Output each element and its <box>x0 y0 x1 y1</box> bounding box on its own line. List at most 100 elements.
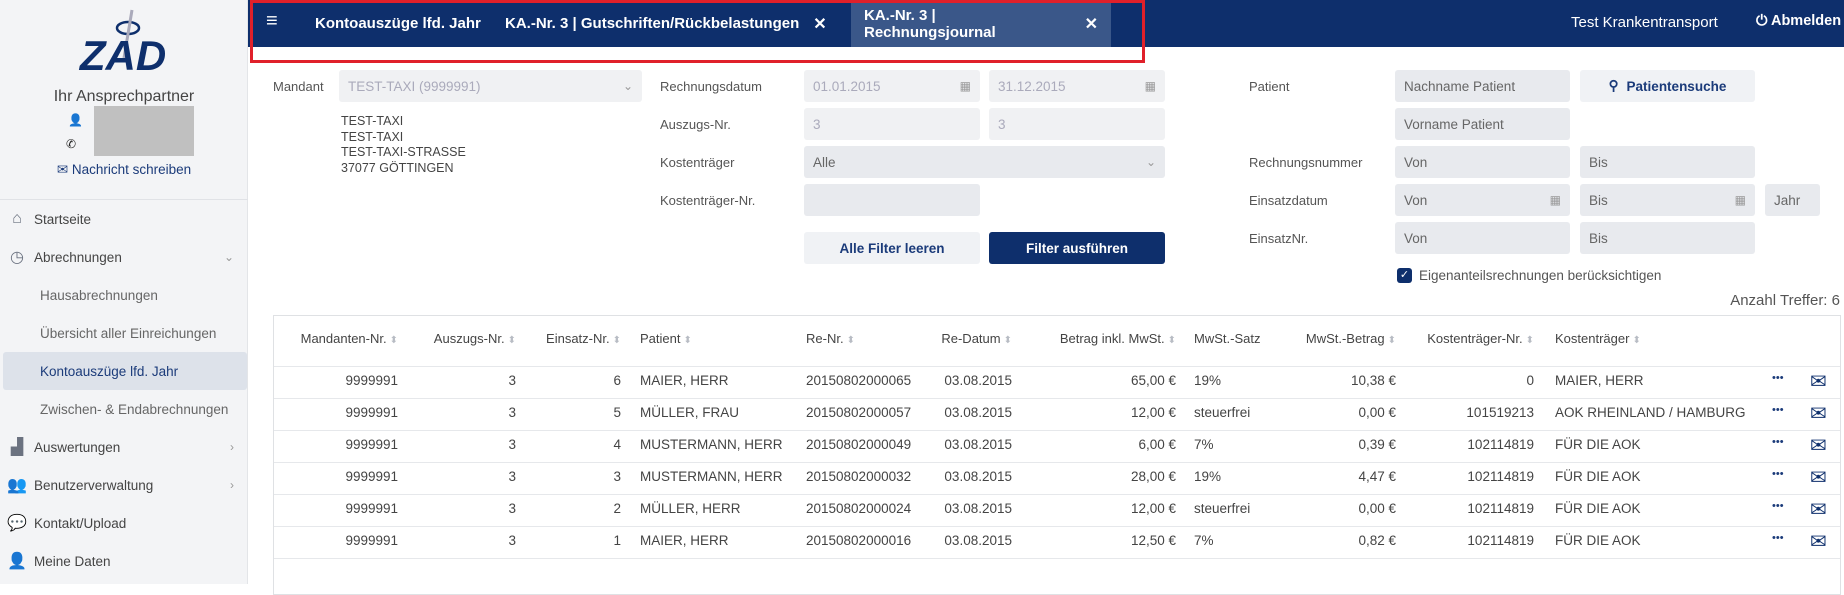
table-cell: MAIER, HERR <box>640 533 729 548</box>
nav-meine-daten[interactable]: 👤 Meine Daten <box>7 553 111 570</box>
patient-label: Patient <box>1249 79 1290 94</box>
vorname-input[interactable]: Vorname Patient <box>1395 108 1570 140</box>
column-header[interactable]: Einsatz-Nr. ⬍ <box>530 331 621 351</box>
rechnungsnummer-to[interactable]: Bis <box>1580 146 1755 178</box>
mandant-address: TEST-TAXI TEST-TAXI TEST-TAXI-STRASSE 37077… <box>341 114 466 175</box>
kostentraeger-nr-input[interactable] <box>804 184 980 216</box>
mandant-select[interactable]: TEST-TAXI (9999991) ⌄ <box>339 70 642 102</box>
sort-icon[interactable]: ⬍ <box>683 335 692 346</box>
sort-icon[interactable]: ⬍ <box>1525 335 1534 346</box>
table-cell: 03.08.2015 <box>944 533 1012 548</box>
rechnungsnummer-from[interactable]: Von <box>1395 146 1570 178</box>
rechnungsdatum-to[interactable]: 31.12.2015 ▦ <box>989 70 1165 102</box>
sort-icon[interactable]: ⬍ <box>1167 335 1176 346</box>
nav-kontoauszuege[interactable]: Kontoauszüge lfd. Jahr <box>3 352 247 390</box>
column-header-label: Auszugs-Nr. <box>433 331 505 346</box>
tab-gutschriften[interactable]: KA.-Nr. 3 | Gutschriften/Rückbelastungen… <box>505 15 827 33</box>
column-header-label: MwSt.-Betrag <box>1305 331 1385 346</box>
nachname-input[interactable]: Nachname Patient <box>1395 70 1570 102</box>
close-icon[interactable]: ✕ <box>1084 15 1098 33</box>
more-actions-icon[interactable]: ••• <box>1772 468 1784 480</box>
column-header[interactable]: Auszugs-Nr. ⬍ <box>410 331 516 351</box>
table-cell: MUSTERMANN, HERR <box>640 469 783 484</box>
table-cell: FÜR DIE AOK <box>1555 533 1641 548</box>
sort-icon[interactable]: ⬍ <box>1003 335 1012 346</box>
nav-auswertungen[interactable]: ▟ Auswertungen › <box>0 428 248 466</box>
message-link[interactable]: ✉ Nachricht schreiben <box>56 162 192 177</box>
rechnungsdatum-label: Rechnungsdatum <box>660 79 762 94</box>
kostentraeger-select[interactable]: Alle ⌄ <box>804 146 1165 178</box>
run-filter-button[interactable]: Filter ausführen <box>989 232 1165 264</box>
hamburger-menu-icon[interactable]: ≡ <box>266 10 278 32</box>
einsatznr-from[interactable]: Von <box>1395 222 1570 254</box>
sort-icon[interactable]: ⬍ <box>507 335 516 346</box>
einsatzdatum-to[interactable]: Bis ▦ <box>1580 184 1755 216</box>
column-header[interactable]: Betrag inkl. MwSt. ⬍ <box>1040 331 1176 351</box>
nav-abrechnungen[interactable]: ◷ Abrechnungen ⌄ <box>0 238 248 276</box>
jahr-input[interactable]: Jahr <box>1765 184 1820 216</box>
nav-zwischen-endabrechnungen[interactable]: Zwischen- & Endabrechnungen <box>40 401 229 417</box>
calendar-icon[interactable]: ▦ <box>1734 193 1746 207</box>
row-divider <box>274 462 1840 463</box>
nav-kontakt-upload[interactable]: 💬 Kontakt/Upload <box>7 515 127 532</box>
column-header[interactable]: Kostenträger-Nr. ⬍ <box>1400 331 1534 351</box>
einsatzdatum-from[interactable]: Von ▦ <box>1395 184 1570 216</box>
column-header[interactable]: MwSt.-Betrag ⬍ <box>1290 331 1396 351</box>
more-actions-icon[interactable]: ••• <box>1772 532 1784 544</box>
column-header[interactable]: Mandanten-Nr. ⬍ <box>280 331 398 351</box>
clear-filters-button[interactable]: Alle Filter leeren <box>804 232 980 264</box>
sort-icon[interactable]: ⬍ <box>1387 335 1396 346</box>
nav-benutzerverwaltung[interactable]: 👥 Benutzerverwaltung › <box>7 477 234 494</box>
table-cell: 102114819 <box>1467 437 1534 452</box>
envelope-icon[interactable]: ✉ <box>1810 467 1827 489</box>
calendar-icon[interactable]: ▦ <box>1144 79 1156 93</box>
sort-icon[interactable]: ⬍ <box>389 335 398 346</box>
tab-rechnungsjournal[interactable]: KA.-Nr. 3 | Rechnungsjournal ✕ <box>851 0 1111 47</box>
column-header[interactable]: Re-Nr. ⬍ <box>806 331 946 351</box>
more-actions-icon[interactable]: ••• <box>1772 404 1784 416</box>
column-header-label: Mandanten-Nr. <box>300 331 387 346</box>
rechnungsnummer-label: Rechnungsnummer <box>1249 155 1363 170</box>
tab-kontoauszuege[interactable]: Kontoauszüge lfd. Jahr <box>315 15 481 32</box>
nav-uebersicht-einreichungen[interactable]: Übersicht aller Einreichungen <box>40 325 217 341</box>
home-icon: ⌂ <box>12 210 22 227</box>
sort-icon[interactable]: ⬍ <box>612 335 621 346</box>
more-actions-icon[interactable]: ••• <box>1772 372 1784 384</box>
table-cell: 0,00 € <box>1358 405 1396 420</box>
nav-startseite[interactable]: ⌂ Startseite <box>0 200 248 238</box>
nav-hausabrechnungen[interactable]: Hausabrechnungen <box>40 287 158 303</box>
column-header[interactable]: Re-Datum ⬍ <box>930 331 1012 351</box>
einsatzdatum-label: Einsatzdatum <box>1249 193 1328 208</box>
column-header[interactable]: Patient ⬍ <box>640 331 800 351</box>
table-cell: FÜR DIE AOK <box>1555 469 1641 484</box>
auszug-to[interactable]: 3 <box>989 108 1165 140</box>
sort-icon[interactable]: ⬍ <box>846 335 855 346</box>
user-name: Test Krankentransport <box>1571 14 1718 31</box>
eigenanteil-checkbox[interactable]: ✓ <box>1397 268 1412 283</box>
table-cell: 65,00 € <box>1130 373 1176 388</box>
sort-icon[interactable]: ⬍ <box>1632 335 1641 346</box>
envelope-icon[interactable]: ✉ <box>1810 531 1827 553</box>
more-actions-icon[interactable]: ••• <box>1772 500 1784 512</box>
envelope-icon[interactable]: ✉ <box>1810 499 1827 521</box>
column-header[interactable]: Kostenträger ⬍ <box>1555 331 1755 351</box>
calendar-icon[interactable]: ▦ <box>959 79 971 93</box>
patient-search-button[interactable]: ⚲ Patientensuche <box>1580 70 1755 102</box>
table-cell: steuerfrei <box>1194 405 1251 420</box>
table-cell: 9999991 <box>345 533 398 548</box>
rechnungsdatum-from[interactable]: 01.01.2015 ▦ <box>804 70 980 102</box>
column-header-label: Re-Datum <box>941 331 1001 346</box>
envelope-icon[interactable]: ✉ <box>1810 371 1827 393</box>
more-actions-icon[interactable]: ••• <box>1772 436 1784 448</box>
logout-button[interactable]: ⏻ Abmelden <box>1756 13 1842 29</box>
table-cell: 5 <box>613 405 621 420</box>
einsatznr-to[interactable]: Bis <box>1580 222 1755 254</box>
column-header-label: Kostenträger-Nr. <box>1427 331 1523 346</box>
envelope-icon[interactable]: ✉ <box>1810 435 1827 457</box>
auszug-from[interactable]: 3 <box>804 108 980 140</box>
table-cell: 20150802000024 <box>806 501 912 516</box>
table-cell: 19% <box>1194 469 1222 484</box>
calendar-icon[interactable]: ▦ <box>1549 193 1561 207</box>
envelope-icon[interactable]: ✉ <box>1810 403 1827 425</box>
close-icon[interactable]: ✕ <box>813 15 827 33</box>
